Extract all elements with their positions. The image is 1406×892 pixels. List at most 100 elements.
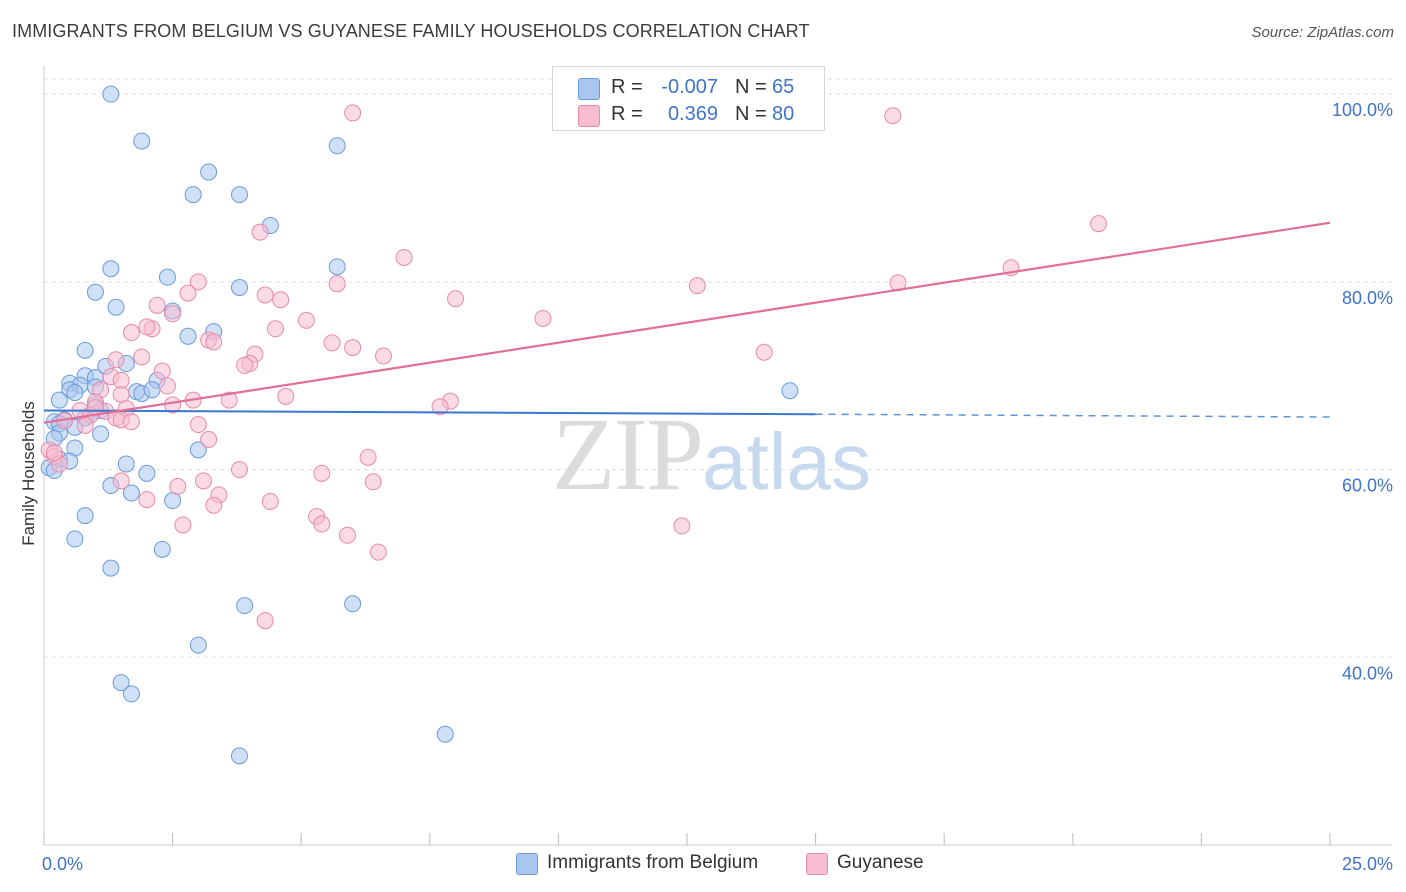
axes-layer <box>43 66 1392 846</box>
legend-r-label: R = <box>611 103 643 125</box>
guyanese-point <box>194 472 212 490</box>
belgium-point <box>230 747 248 765</box>
guyanese-point <box>148 296 166 314</box>
guyanese-point <box>153 362 171 380</box>
guyanese-point <box>205 333 223 351</box>
guyanese-point <box>122 324 140 342</box>
guyanese-point <box>344 104 362 122</box>
belgium-point <box>158 268 176 286</box>
guyanese-point <box>297 311 315 329</box>
guyanese-point <box>344 339 362 357</box>
guyanese-point <box>236 356 254 374</box>
belgium-point <box>76 507 94 525</box>
belgium-trend-extension <box>815 413 1331 418</box>
y-tick-label: 60.0% <box>1342 476 1393 496</box>
belgium-point <box>107 298 125 316</box>
label-layer: 40.0% 60.0% 80.0% 100.0% 0.0% 25.0% Family Hou… <box>19 100 1393 874</box>
belgium-point <box>781 382 799 400</box>
guyanese-point <box>884 107 902 125</box>
y-tick-label: 80.0% <box>1342 288 1393 308</box>
belgium-point <box>436 725 454 743</box>
watermark-atlas: atlas <box>702 417 871 506</box>
guyanese-point <box>107 351 125 369</box>
guyanese-point <box>189 416 207 434</box>
trend-layer <box>43 221 1331 424</box>
belgium-trend-line <box>43 409 816 416</box>
guyanese-point <box>364 473 382 491</box>
guyanese-point <box>200 431 218 449</box>
belgium-point <box>138 464 156 482</box>
belgium-point <box>236 597 254 615</box>
bottom-legend-swatch-belgium <box>516 853 538 875</box>
belgium-point <box>86 283 104 301</box>
guyanese-point <box>369 543 387 561</box>
legend-n-label: N = <box>735 76 767 98</box>
guyanese-point <box>313 464 331 482</box>
guyanese-point <box>261 492 279 510</box>
guyanese-point <box>45 444 63 462</box>
belgium-point <box>344 595 362 613</box>
guyanese-point <box>158 377 176 395</box>
bottom-legend-label-guyanese: Guyanese <box>837 852 924 873</box>
legend-n-value: 65 <box>772 76 795 98</box>
belgium-point <box>189 441 207 459</box>
guyanese-point <box>328 275 346 293</box>
belgium-point <box>122 685 140 703</box>
guyanese-point <box>230 461 248 479</box>
legend-r-value: -0.007 <box>661 76 718 98</box>
guyanese-point <box>395 248 413 266</box>
points-layer <box>40 85 1108 765</box>
belgium-point <box>66 530 84 548</box>
bottom-legend-swatch-guyanese <box>806 853 828 875</box>
belgium-point <box>102 559 120 577</box>
x-tick-label: 0.0% <box>42 854 83 874</box>
correlation-legend: R = -0.007 N = 65 R = 0.369 N = 80 <box>552 66 825 131</box>
guyanese-point <box>359 448 377 466</box>
guyanese-point <box>688 277 706 295</box>
y-tick-label: 40.0% <box>1342 663 1393 683</box>
source-label: Source: ZipAtlas.com <box>1251 24 1394 41</box>
belgium-point <box>133 132 151 150</box>
belgium-point <box>92 425 110 443</box>
belgium-point <box>102 260 120 278</box>
guyanese-point <box>133 348 151 366</box>
guyanese-point <box>313 515 331 533</box>
guyanese-point <box>272 291 290 309</box>
belgium-point <box>328 137 346 155</box>
legend-n-label: N = <box>735 103 767 125</box>
guyanese-point <box>189 273 207 291</box>
belgium-point <box>117 455 135 473</box>
guyanese-point <box>431 398 449 416</box>
watermark-zip: ZIP <box>552 397 704 512</box>
y-axis-title: Family Households <box>19 401 38 546</box>
belgium-point <box>76 341 94 359</box>
belgium-point <box>184 186 202 204</box>
guyanese-point <box>122 413 140 431</box>
belgium-point <box>112 674 130 692</box>
belgium-point <box>143 381 161 399</box>
guyanese-point <box>138 491 156 509</box>
guyanese-point <box>251 223 269 241</box>
guyanese-point <box>266 320 284 338</box>
guyanese-point <box>673 517 691 535</box>
belgium-point <box>153 540 171 558</box>
guyanese-point <box>375 347 393 365</box>
guyanese-point <box>138 318 156 336</box>
guyanese-point <box>174 516 192 534</box>
guyanese-point <box>205 496 223 514</box>
guyanese-point <box>338 526 356 544</box>
belgium-point <box>66 384 84 402</box>
guyanese-point <box>164 305 182 323</box>
belgium-point <box>189 636 207 654</box>
guyanese-point <box>447 290 465 308</box>
guyanese-point <box>534 309 552 327</box>
belgium-point <box>200 163 218 181</box>
legend-r-value: 0.369 <box>667 103 718 125</box>
guyanese-point <box>169 477 187 495</box>
legend-swatch-guyanese <box>578 105 600 127</box>
guyanese-point <box>220 391 238 409</box>
guyanese-point <box>76 416 94 434</box>
guyanese-point <box>256 286 274 304</box>
legend-n-value: 80 <box>772 103 795 125</box>
